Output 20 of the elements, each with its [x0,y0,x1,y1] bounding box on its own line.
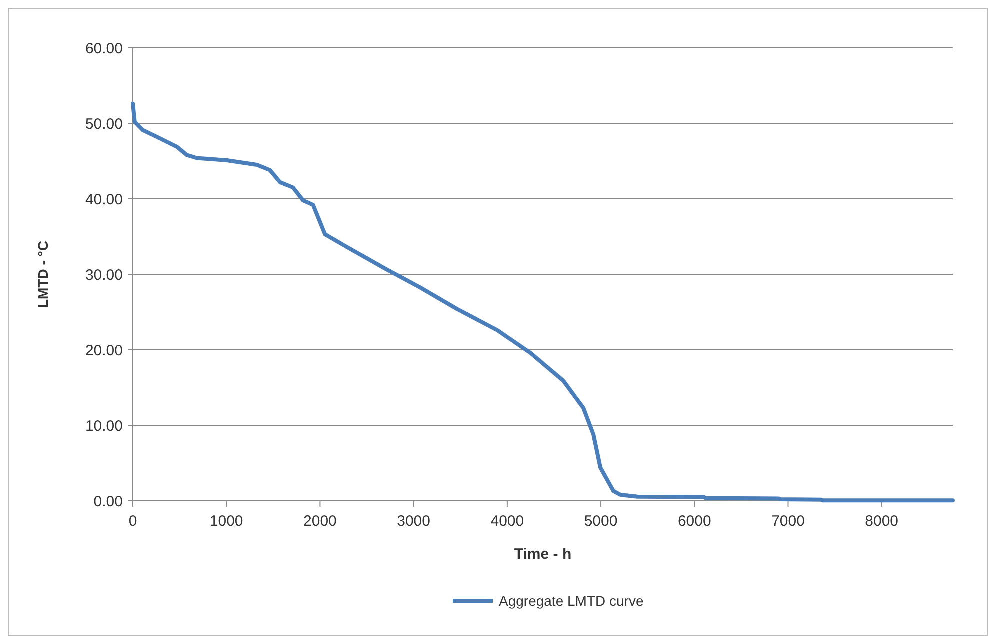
y-tick-label: 40.00 [85,191,123,208]
y-tick-label: 10.00 [85,418,123,435]
y-tick-label: 60.00 [85,40,123,58]
legend-label: Aggregate LMTD curve [499,592,644,609]
line-series [131,102,955,503]
x-tick-label: 0 [128,513,138,530]
x-tick-label: 1000 [210,513,244,530]
x-tick-label: 3000 [397,513,431,530]
y-tick-label: 50.00 [85,116,123,133]
y-tick-label: 0.00 [94,493,123,510]
y-tick-label: 20.00 [85,342,123,360]
x-tick-label: 7000 [772,513,805,530]
x-tick-label: 8000 [865,513,899,530]
x-tick-label: 6000 [678,513,712,530]
x-tick-label: 2000 [304,513,337,530]
x-axis-title: Time - h [514,546,572,563]
y-axis-title: LMTD - °C [35,240,51,308]
x-tick-label: 5000 [584,513,618,530]
y-tick-label: 30.00 [85,266,123,284]
x-tick-label: 4000 [490,513,524,530]
